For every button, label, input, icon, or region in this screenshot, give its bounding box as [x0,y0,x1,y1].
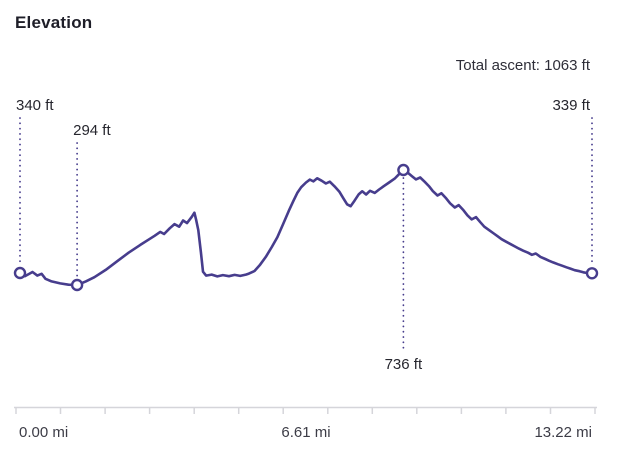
x-tick-end: 13.22 mi [534,424,592,441]
x-tick-middle: 6.61 mi [281,424,331,441]
total-ascent-label: Total ascent: 1063 ft [455,57,590,74]
x-tick-start: 0.00 mi [19,424,69,441]
chart-title: Elevation [15,13,93,32]
annotation-low-elevation: 294 ft [73,122,111,139]
annotation-start-elevation: 340 ft [16,97,54,114]
annotation-peak-elevation: 736 ft [384,356,423,373]
annotation-end-elevation: 339 ft [552,97,590,114]
